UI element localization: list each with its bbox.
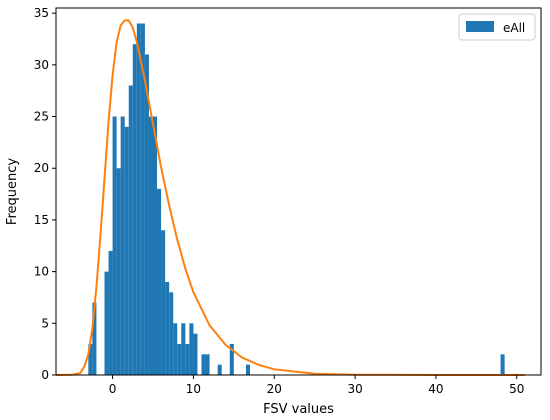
x-tick-label: 10 — [186, 382, 201, 396]
legend-swatch-eAll — [466, 21, 494, 32]
histogram-bar — [104, 271, 109, 375]
histogram-bar — [157, 188, 162, 375]
histogram-bar — [181, 323, 186, 375]
x-tick-label: 40 — [428, 382, 443, 396]
y-tick-label: 10 — [34, 265, 49, 279]
histogram-bar — [128, 85, 133, 375]
histogram-bar — [165, 281, 170, 375]
histogram-bar — [112, 116, 117, 376]
histogram-bar — [205, 354, 210, 375]
histogram-bar — [189, 323, 194, 375]
y-axis-label: Frequency — [5, 158, 20, 225]
histogram-bar — [136, 23, 141, 375]
histogram-bar — [229, 343, 234, 375]
histogram-bar — [177, 343, 182, 375]
x-axis-ticks: 0 10 20 30 40 50 — [109, 375, 524, 396]
legend: eAll — [458, 13, 536, 41]
x-tick-label: 30 — [347, 382, 362, 396]
density-curve — [55, 19, 525, 376]
x-tick-label: 50 — [509, 382, 524, 396]
histogram-bar — [169, 292, 174, 375]
y-tick-label: 20 — [34, 161, 49, 175]
histogram-bar — [500, 354, 505, 375]
histogram-bar — [144, 54, 149, 376]
x-tick-label: 20 — [267, 382, 282, 396]
plot-frame — [55, 7, 542, 376]
histogram-bar — [148, 116, 153, 376]
histogram-bar — [201, 354, 206, 375]
histogram-bar — [153, 116, 158, 376]
y-tick-label: 0 — [41, 368, 49, 382]
histogram-bar — [88, 343, 93, 375]
y-tick-label: 5 — [41, 316, 49, 330]
histogram-bar — [124, 126, 129, 375]
y-tick-label: 30 — [34, 58, 49, 72]
histogram-bar — [173, 323, 178, 375]
legend-label-eAll: eAll — [503, 21, 525, 35]
histogram-bar — [92, 302, 97, 375]
histogram-bar — [185, 343, 190, 375]
y-axis-ticks: 0 5 10 15 20 25 30 35 — [34, 6, 56, 382]
histogram-bars — [88, 23, 505, 376]
legend-box — [458, 13, 536, 41]
histogram-bar — [193, 333, 198, 375]
histogram-bar — [140, 23, 145, 375]
y-tick-label: 25 — [34, 110, 49, 124]
histogram-bar — [245, 364, 250, 375]
histogram-bar — [161, 230, 166, 375]
histogram-bar — [132, 44, 137, 375]
y-tick-label: 35 — [34, 6, 49, 20]
histogram-bar — [120, 116, 125, 376]
histogram-bar — [116, 168, 121, 375]
histogram-bar — [217, 364, 222, 375]
x-axis-label: FSV values — [263, 402, 334, 417]
histogram-bar — [108, 250, 113, 375]
y-tick-label: 15 — [34, 213, 49, 227]
x-tick-label: 0 — [109, 382, 117, 396]
